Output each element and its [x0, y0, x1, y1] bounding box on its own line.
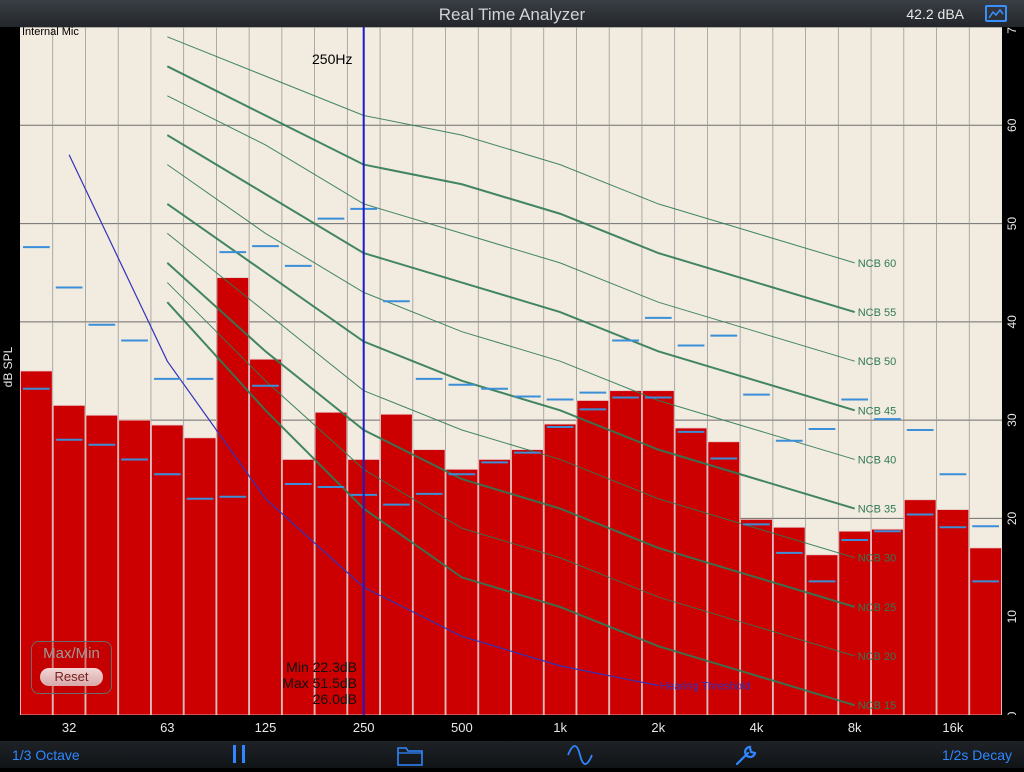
ncb-label: NCB 50	[858, 356, 897, 368]
ncb-curve	[166, 301, 855, 707]
x-tick-label: 125	[255, 720, 277, 735]
spectrum-bar	[52, 404, 86, 716]
spectrum-bar	[576, 400, 610, 716]
max-min-label: Max/Min	[43, 645, 100, 662]
spectrum-bar	[543, 423, 577, 716]
spectrum-bar	[969, 547, 1002, 716]
rta-plot[interactable]: NCB 60 NCB 55 NCB 50 NCB 45 NCB 40 NCB 35 NCB …	[0, 26, 1024, 741]
spectrum-bar	[871, 528, 904, 716]
ncb-curve	[166, 233, 855, 559]
y-axis-label: dB SPL	[1, 346, 15, 387]
screenshot-icon[interactable]	[985, 5, 1007, 22]
spectrum-bar	[412, 449, 446, 716]
spectrum-bar	[903, 499, 937, 716]
folder-icon[interactable]	[396, 743, 424, 772]
ncb-curve	[166, 65, 855, 313]
ncb-label: NCB 25	[858, 602, 897, 614]
y-tick-label: 50	[1005, 217, 1019, 231]
y-label-strip	[0, 27, 20, 715]
spectrum-bar	[85, 414, 119, 716]
spectrum-bar	[674, 427, 708, 716]
current-value: 26.0dB	[312, 691, 357, 707]
ncb-label: NCB 60	[858, 258, 897, 270]
spectrum-chart[interactable]: NCB 60 NCB 55 NCB 50 NCB 45 NCB 40 NCB 35 NCB …	[0, 27, 1024, 741]
spectrum-bar	[314, 411, 348, 716]
level-readout: 42.2 dBA	[906, 6, 964, 22]
ncb-curve	[166, 134, 855, 412]
ncb-curve	[167, 164, 855, 460]
octave-button[interactable]: 1/3 Octave	[12, 747, 80, 763]
ncb-label: NCB 55	[858, 307, 897, 319]
y-tick-label: 20	[1005, 511, 1019, 525]
x-tick-label: 2k	[651, 720, 665, 735]
spectrum-bar	[20, 370, 53, 716]
ncb-label: NCB 20	[858, 651, 897, 663]
ncb-curve	[167, 95, 855, 362]
spectrum-bar	[740, 519, 773, 716]
wrench-icon[interactable]	[733, 743, 761, 772]
x-tick-label: 500	[451, 720, 473, 735]
spectrum-bar	[936, 509, 970, 716]
max-min-panel[interactable]: Max/Min Reset	[31, 641, 112, 694]
spectrum-bar	[445, 468, 479, 716]
spectrum-bar	[642, 390, 675, 716]
x-tick-label: 63	[160, 720, 174, 735]
spectrum-bar	[118, 419, 151, 716]
y-tick-label: 70	[1005, 27, 1019, 34]
ncb-label: NCB 15	[858, 700, 897, 712]
title-bar: Real Time Analyzer 42.2 dBA	[0, 0, 1024, 27]
spectrum-bar	[609, 390, 642, 716]
ncb-curve	[166, 282, 855, 657]
y-tick-label: 40	[1005, 315, 1019, 329]
hearing-threshold-label: Hearing Threshold	[660, 681, 750, 693]
spectrum-bar	[281, 459, 315, 716]
max-value: Max 51.5dB	[282, 675, 357, 691]
ncb-label: NCB 45	[858, 405, 897, 417]
ncb-label: NCB 40	[858, 454, 897, 466]
x-tick-label: 1k	[553, 720, 567, 735]
marker-stats: Min 22.3dB Max 51.5dB 26.0dB	[230, 659, 357, 707]
ncb-label: NCB 35	[858, 504, 897, 516]
x-tick-label: 16k	[942, 720, 963, 735]
pause-icon[interactable]	[231, 743, 247, 770]
spectrum-bar	[838, 530, 871, 716]
x-tick-label: 250	[353, 720, 375, 735]
input-source-label: Internal Mic	[22, 26, 79, 38]
spectrum-bar	[151, 424, 184, 716]
decay-button[interactable]: 1/2s Decay	[941, 747, 1012, 763]
y-tick-label: 0	[1005, 711, 1019, 718]
ncb-curve	[166, 262, 855, 608]
app-title: Real Time Analyzer	[438, 5, 586, 24]
min-value: Min 22.3dB	[286, 659, 357, 675]
spectrum-bar	[183, 437, 217, 716]
frequency-marker-label: 250Hz	[312, 51, 353, 67]
spectrum-bar	[511, 449, 544, 716]
y-axis-strip	[1002, 27, 1024, 715]
bottom-toolbar: 1/3 Octave 1/2s Decay	[0, 741, 1024, 768]
y-tick-label: 30	[1005, 413, 1019, 427]
spectrum-bar	[380, 413, 413, 716]
spectrum-bar	[707, 441, 741, 716]
y-tick-label: 60	[1005, 118, 1019, 132]
x-tick-label: 4k	[750, 720, 764, 735]
x-axis-strip	[0, 715, 1024, 741]
ncb-curve	[167, 36, 855, 264]
spectrum-bar	[249, 358, 282, 716]
x-tick-label: 32	[62, 720, 76, 735]
sine-wave-icon[interactable]	[566, 743, 594, 772]
spectrum-bar	[772, 526, 806, 716]
y-tick-label: 10	[1005, 610, 1019, 624]
x-tick-label: 8k	[848, 720, 862, 735]
ncb-curve	[166, 203, 855, 510]
reset-button[interactable]: Reset	[40, 668, 103, 686]
ncb-label: NCB 30	[858, 553, 897, 565]
